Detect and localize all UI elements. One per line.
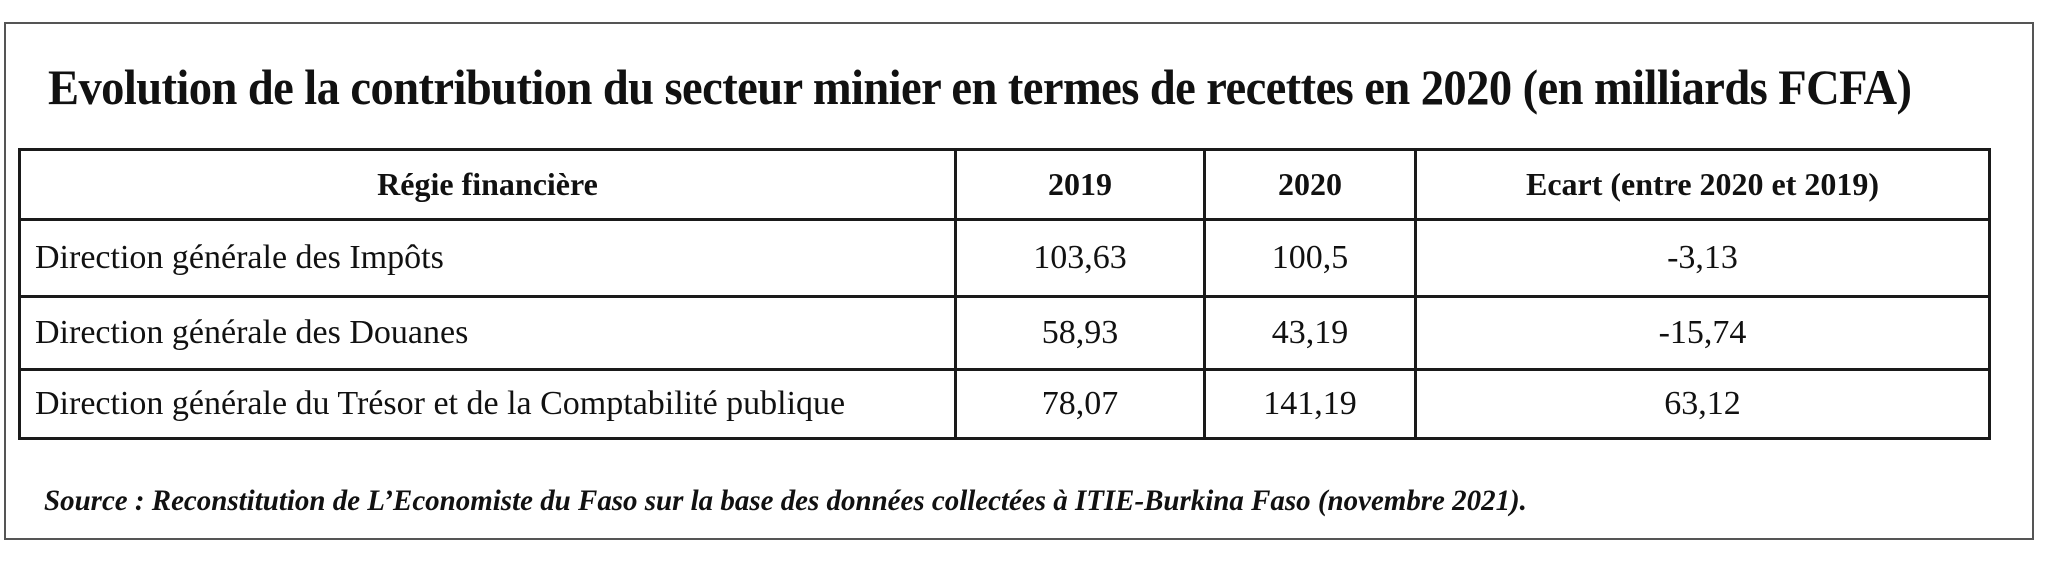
value-ecart: 63,12 (1414, 368, 1991, 440)
value-2020: 141,19 (1203, 368, 1417, 440)
header-regie: Régie financière (18, 148, 957, 221)
revenue-table: Régie financière 2019 2020 Ecart (entre … (18, 148, 1991, 440)
table-title: Evolution de la contribution du secteur … (48, 59, 1912, 115)
value-ecart: -15,74 (1414, 295, 1991, 371)
value-2019: 103,63 (954, 218, 1206, 298)
header-2020: 2020 (1203, 148, 1417, 221)
value-ecart: -3,13 (1414, 218, 1991, 298)
table-row: Direction générale des Impôts 103,63 100… (18, 218, 1991, 298)
value-2019: 58,93 (954, 295, 1206, 371)
header-ecart: Ecart (entre 2020 et 2019) (1414, 148, 1991, 221)
value-2019: 78,07 (954, 368, 1206, 440)
figure-frame (4, 22, 2034, 540)
header-row: Régie financière 2019 2020 Ecart (entre … (18, 148, 1991, 221)
row-label: Direction générale des Douanes (18, 295, 957, 371)
row-label: Direction générale des Impôts (18, 218, 957, 298)
source-note: Source : Reconstitution de L’Economiste … (44, 484, 1527, 517)
value-2020: 100,5 (1203, 218, 1417, 298)
header-2019: 2019 (954, 148, 1206, 221)
table-row: Direction générale des Douanes 58,93 43,… (18, 295, 1991, 371)
row-label: Direction générale du Trésor et de la Co… (18, 368, 957, 440)
table-row: Direction générale du Trésor et de la Co… (18, 368, 1991, 440)
value-2020: 43,19 (1203, 295, 1417, 371)
